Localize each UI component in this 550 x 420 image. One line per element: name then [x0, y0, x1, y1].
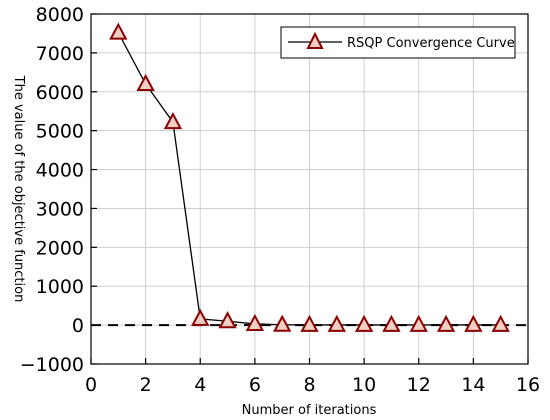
x-axis-title: Number of iterations: [242, 403, 377, 418]
x-tick-label: 10: [352, 374, 376, 396]
y-tick-label: 0: [72, 315, 84, 337]
data-point: [409, 314, 428, 332]
data-point: [491, 314, 510, 332]
data-point: [436, 314, 456, 332]
data-point: [464, 314, 483, 332]
x-tick-label: 8: [303, 374, 315, 396]
data-point: [218, 311, 237, 329]
x-tick-label: 2: [140, 374, 152, 396]
y-tick-label: 7000: [36, 43, 84, 65]
data-point: [136, 73, 155, 91]
x-tick-label: 0: [85, 374, 97, 396]
y-axis-title: The value of the objective function: [11, 75, 26, 303]
y-tick-label: 5000: [36, 121, 84, 143]
y-tick-label: −1000: [20, 354, 84, 376]
y-tick-label: 3000: [36, 198, 84, 220]
data-point: [109, 22, 128, 40]
data-point: [382, 314, 401, 332]
data-point: [273, 314, 292, 332]
x-tick-label: 12: [407, 374, 431, 396]
x-tick-label: 4: [194, 374, 206, 396]
y-tick-label: 2000: [36, 237, 84, 259]
x-tick-label: 14: [461, 374, 485, 396]
data-point: [300, 314, 319, 332]
y-tick-label: 4000: [36, 160, 84, 182]
y-tick-label: 8000: [36, 4, 84, 26]
data-point: [245, 313, 265, 331]
x-tick-label: 16: [516, 374, 540, 396]
y-tick-label: 1000: [36, 276, 84, 298]
series-markers: [109, 22, 510, 332]
legend: RSQP Convergence Curve: [280, 26, 516, 59]
x-axis-ticks: 0 2 4 6 8 10 12 14 16: [85, 358, 540, 396]
data-point: [354, 314, 374, 332]
y-axis-ticks: −1000 0 1000 2000 3000 4000 5000 6000 7000 8000: [20, 4, 97, 376]
legend-marker-triangle: [306, 31, 324, 49]
data-point: [163, 111, 183, 130]
y-tick-label: 6000: [36, 82, 84, 104]
data-point: [191, 308, 210, 326]
x-tick-label: 6: [249, 374, 261, 396]
data-point: [327, 314, 346, 332]
legend-label: RSQP Convergence Curve: [347, 36, 515, 51]
